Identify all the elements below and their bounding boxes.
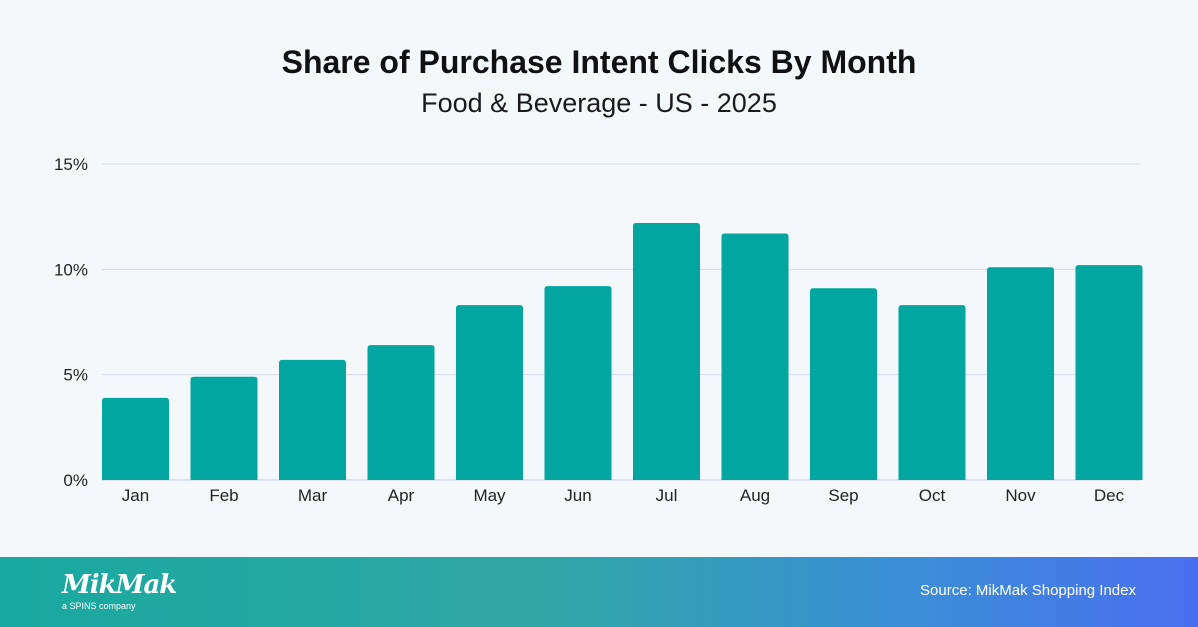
mikmak-logo: MikMak bbox=[62, 570, 177, 600]
bar-may bbox=[456, 305, 523, 480]
bar-nov bbox=[987, 267, 1054, 480]
y-axis-tick-labels: 0% 5% 10% 15% bbox=[54, 155, 88, 490]
x-tick-label: Jan bbox=[122, 486, 149, 505]
x-tick-label: May bbox=[473, 486, 506, 505]
footer-banner: MikMak a SPINS company Source: MikMak Sh… bbox=[0, 557, 1198, 627]
chart-subtitle: Food & Beverage - US - 2025 bbox=[421, 88, 777, 118]
source-note: Source: MikMak Shopping Index bbox=[920, 582, 1136, 599]
x-tick-label: Sep bbox=[828, 486, 858, 505]
bar-jan bbox=[102, 397, 169, 480]
x-tick-label: Aug bbox=[740, 486, 770, 505]
bar-chart: 0% 5% 10% 15% Jan Feb Mar Apr May Jun Jul Aug Sep Oc… bbox=[54, 155, 1143, 505]
x-tick-label: Jun bbox=[564, 486, 591, 505]
bar-aug bbox=[721, 233, 789, 480]
x-axis-tick-labels: Jan Feb Mar Apr May Jun Jul Aug Sep Oct Nov Dec bbox=[122, 486, 1125, 505]
y-tick-label: 10% bbox=[54, 260, 88, 279]
bar-feb bbox=[190, 376, 258, 480]
logo-tagline: a SPINS company bbox=[62, 601, 136, 611]
bar-mar bbox=[279, 359, 346, 480]
bar-jun bbox=[544, 286, 612, 480]
bar-sep bbox=[810, 288, 877, 480]
y-tick-label: 5% bbox=[63, 366, 88, 385]
x-tick-label: Mar bbox=[298, 486, 328, 505]
x-tick-label: Feb bbox=[209, 486, 238, 505]
bars bbox=[102, 222, 1143, 480]
x-tick-label: Jul bbox=[656, 486, 678, 505]
chart-title: Share of Purchase Intent Clicks By Month bbox=[281, 44, 917, 80]
x-tick-label: Oct bbox=[919, 486, 946, 505]
x-tick-label: Dec bbox=[1094, 486, 1125, 505]
bar-oct bbox=[898, 305, 966, 480]
x-tick-label: Nov bbox=[1005, 486, 1036, 505]
bar-jul bbox=[633, 222, 700, 480]
x-tick-label: Apr bbox=[388, 486, 415, 505]
bar-dec bbox=[1075, 265, 1143, 480]
y-tick-label: 0% bbox=[63, 471, 88, 490]
y-tick-label: 15% bbox=[54, 155, 88, 174]
bar-apr bbox=[367, 345, 435, 480]
gridlines bbox=[102, 163, 1140, 481]
